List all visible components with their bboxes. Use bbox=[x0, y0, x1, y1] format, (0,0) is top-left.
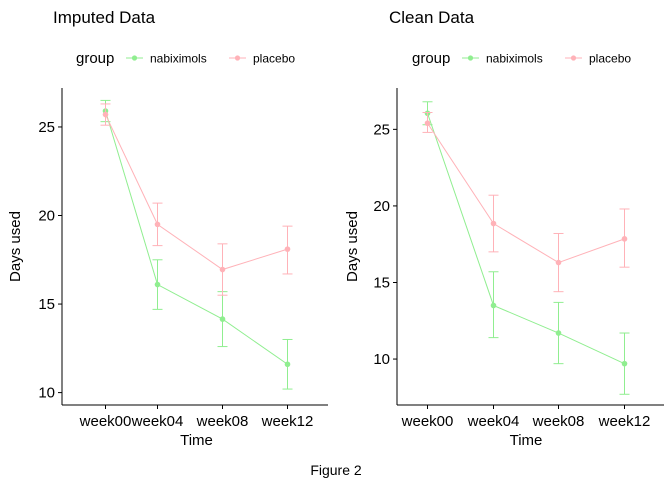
data-point bbox=[219, 266, 226, 273]
x-tick-label: week08 bbox=[532, 413, 585, 430]
y-tick-label: 15 bbox=[38, 296, 55, 313]
legend-item-nabiximols: nabiximols bbox=[126, 52, 207, 66]
series-line bbox=[105, 110, 288, 365]
series-placebo bbox=[422, 112, 630, 293]
y-tick-label: 20 bbox=[38, 208, 55, 225]
panel-imputed-data: Imputed Data group nabiximols placebo 10 15 20… bbox=[7, 8, 328, 449]
x-tick-label: week04 bbox=[467, 413, 520, 430]
y-tick-label: 25 bbox=[373, 121, 390, 138]
x-tick-label: week08 bbox=[196, 413, 249, 430]
data-point bbox=[621, 236, 628, 242]
legend-key-point bbox=[234, 55, 241, 61]
data-point bbox=[424, 120, 431, 127]
y-tick-label: 10 bbox=[373, 351, 390, 368]
series-line bbox=[427, 122, 625, 264]
x-tick-label: week04 bbox=[131, 413, 184, 430]
data-point bbox=[284, 246, 291, 252]
series-line bbox=[427, 113, 625, 365]
y-tick-label: 25 bbox=[38, 119, 55, 136]
data-point bbox=[621, 360, 628, 367]
legend-label-placebo: placebo bbox=[589, 52, 631, 66]
y-axis-label: Days used bbox=[344, 211, 361, 282]
x-tick-label: week00 bbox=[401, 413, 454, 430]
data-point bbox=[284, 361, 291, 368]
legend-key-point bbox=[131, 55, 138, 61]
legend-label-nabiximols: nabiximols bbox=[150, 52, 207, 66]
legend-item-nabiximols: nabiximols bbox=[462, 52, 543, 66]
series-nabiximols bbox=[100, 99, 293, 390]
legend-title: group bbox=[76, 50, 114, 67]
legend-item-placebo: placebo bbox=[565, 52, 631, 66]
legend-label-placebo: placebo bbox=[253, 52, 295, 66]
x-tick-label: week12 bbox=[261, 413, 314, 430]
data-point bbox=[102, 111, 109, 118]
data-point bbox=[154, 281, 161, 288]
y-tick-label: 10 bbox=[38, 385, 55, 402]
chart-title: Imputed Data bbox=[53, 8, 156, 27]
legend-key-point bbox=[570, 55, 577, 61]
legend-key-point bbox=[467, 55, 474, 61]
y-axis-label: Days used bbox=[7, 211, 24, 282]
x-axis-label: Time bbox=[180, 432, 213, 449]
data-point bbox=[555, 330, 562, 336]
x-tick-label: week00 bbox=[79, 413, 132, 430]
data-point bbox=[154, 221, 161, 228]
data-point bbox=[219, 316, 226, 322]
y-tick-label: 20 bbox=[373, 198, 390, 215]
data-point bbox=[490, 220, 497, 227]
series-placebo bbox=[100, 103, 293, 296]
x-axis-label: Time bbox=[510, 432, 543, 449]
y-tick-label: 15 bbox=[373, 274, 390, 291]
figure-caption: Figure 2 bbox=[310, 462, 362, 478]
series-line bbox=[105, 114, 288, 271]
legend-title: group bbox=[412, 50, 450, 67]
data-point bbox=[555, 259, 562, 266]
x-tick-label: week12 bbox=[598, 413, 651, 430]
legend-item-placebo: placebo bbox=[229, 52, 295, 66]
legend-label-nabiximols: nabiximols bbox=[486, 52, 543, 66]
panel-clean-data: Clean Data group nabiximols placebo 10 15 20 25… bbox=[344, 8, 664, 449]
chart-title: Clean Data bbox=[389, 8, 475, 27]
data-point bbox=[490, 302, 497, 309]
